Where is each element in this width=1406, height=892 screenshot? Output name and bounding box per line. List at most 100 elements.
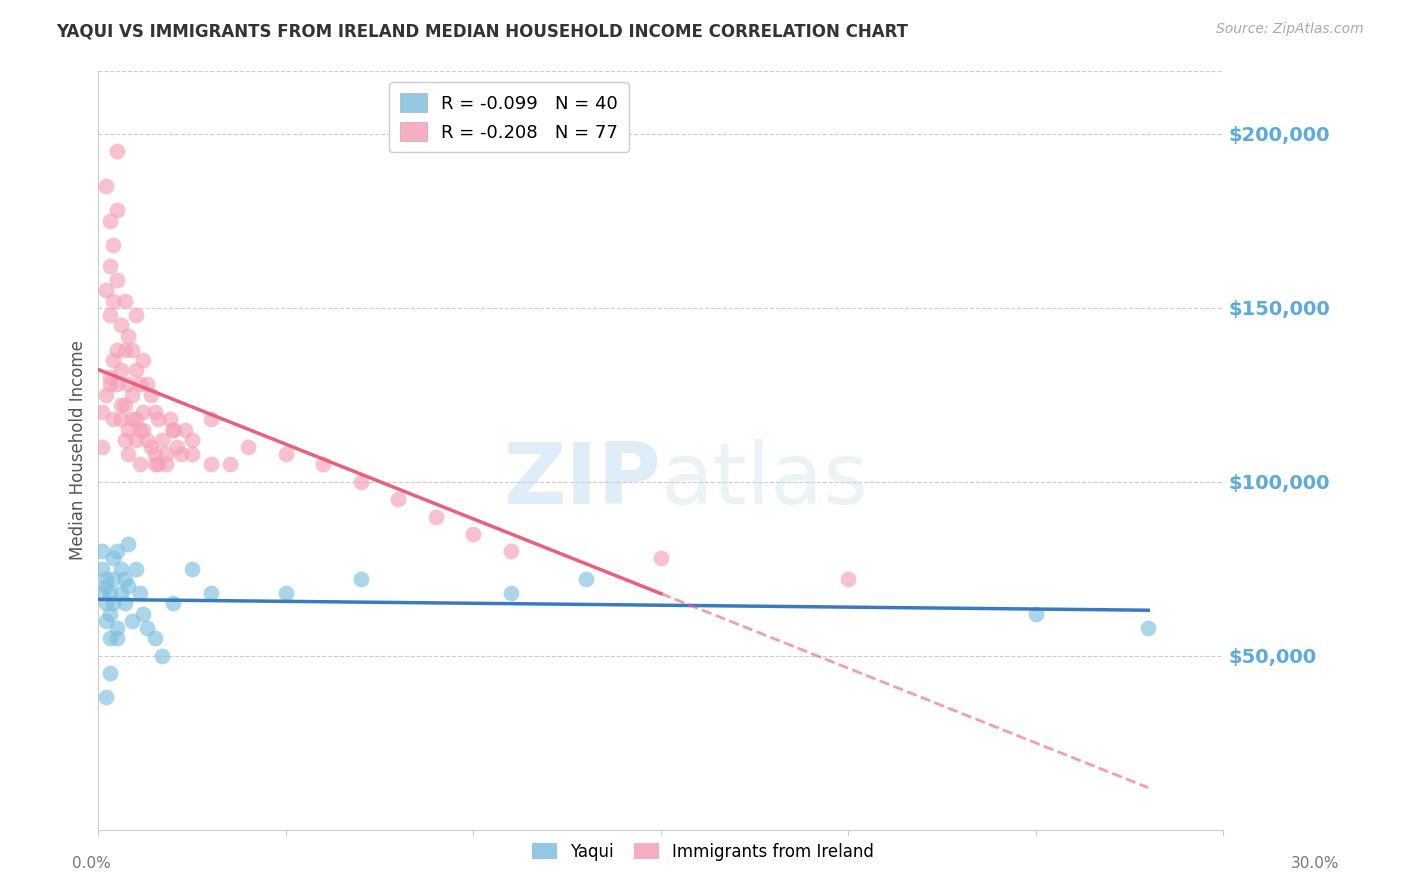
Text: atlas: atlas [661,439,869,523]
Point [425,509,447,524]
Point [200,458,222,472]
Point [128,586,150,600]
Text: YAQUI VS IMMIGRANTS FROM IRELAND MEDIAN HOUSEHOLD INCOME CORRELATION CHART: YAQUI VS IMMIGRANTS FROM IRELAND MEDIAN … [56,22,908,40]
Point [162,423,184,437]
Point [463,527,485,541]
Point [121,388,143,402]
Point [103,293,125,308]
Point [110,318,132,333]
Point [98,308,121,322]
Point [200,586,222,600]
Point [98,214,121,228]
Point [91,440,114,454]
Point [114,572,136,586]
Y-axis label: Median Household Income: Median Household Income [69,341,87,560]
Point [117,377,139,392]
Point [274,586,297,600]
Point [98,377,121,392]
Point [110,412,132,426]
Point [110,562,132,576]
Point [103,412,125,426]
Point [114,398,136,412]
Point [94,572,117,586]
Point [98,586,121,600]
Text: Source: ZipAtlas.com: Source: ZipAtlas.com [1216,22,1364,37]
Point [110,586,132,600]
Point [94,690,117,705]
Point [114,597,136,611]
Point [181,433,204,447]
Point [159,412,181,426]
Point [128,377,150,392]
Point [117,447,139,461]
Point [132,353,155,368]
Point [125,412,148,426]
Point [125,433,148,447]
Point [575,572,598,586]
Point [181,447,204,461]
Point [117,328,139,343]
Point [143,405,166,419]
Point [105,145,128,159]
Point [91,544,114,558]
Point [94,179,117,194]
Point [139,440,162,454]
Point [98,632,121,646]
Text: 30.0%: 30.0% [1291,856,1339,871]
Point [132,423,155,437]
Point [238,440,260,454]
Point [94,284,117,298]
Point [148,458,170,472]
Point [1025,607,1047,621]
Point [128,423,150,437]
Point [387,492,409,507]
Point [650,551,672,566]
Point [91,586,114,600]
Point [218,458,240,472]
Point [103,551,125,566]
Point [499,586,522,600]
Point [110,363,132,377]
Point [162,423,184,437]
Point [98,370,121,384]
Point [121,614,143,628]
Point [125,308,148,322]
Point [103,572,125,586]
Point [125,562,148,576]
Point [103,238,125,252]
Legend: R = -0.099   N = 40, R = -0.208   N = 77: R = -0.099 N = 40, R = -0.208 N = 77 [389,82,628,153]
Point [274,447,297,461]
Point [105,377,128,392]
Point [139,388,162,402]
Point [166,440,188,454]
Point [121,343,143,357]
Point [114,343,136,357]
Point [155,447,177,461]
Point [103,597,125,611]
Point [148,412,170,426]
Point [837,572,859,586]
Point [110,398,132,412]
Point [155,458,177,472]
Point [91,562,114,576]
Legend: Yaqui, Immigrants from Ireland: Yaqui, Immigrants from Ireland [526,837,880,868]
Point [170,447,193,461]
Point [136,433,159,447]
Point [114,433,136,447]
Point [173,423,195,437]
Point [91,405,114,419]
Point [117,537,139,551]
Point [1137,621,1160,635]
Point [117,579,139,593]
Point [125,363,148,377]
Point [143,458,166,472]
Point [150,433,173,447]
Point [105,273,128,287]
Point [94,388,117,402]
Point [181,562,204,576]
Text: ZIP: ZIP [503,439,661,523]
Point [98,259,121,273]
Point [312,458,335,472]
Point [143,632,166,646]
Point [162,597,184,611]
